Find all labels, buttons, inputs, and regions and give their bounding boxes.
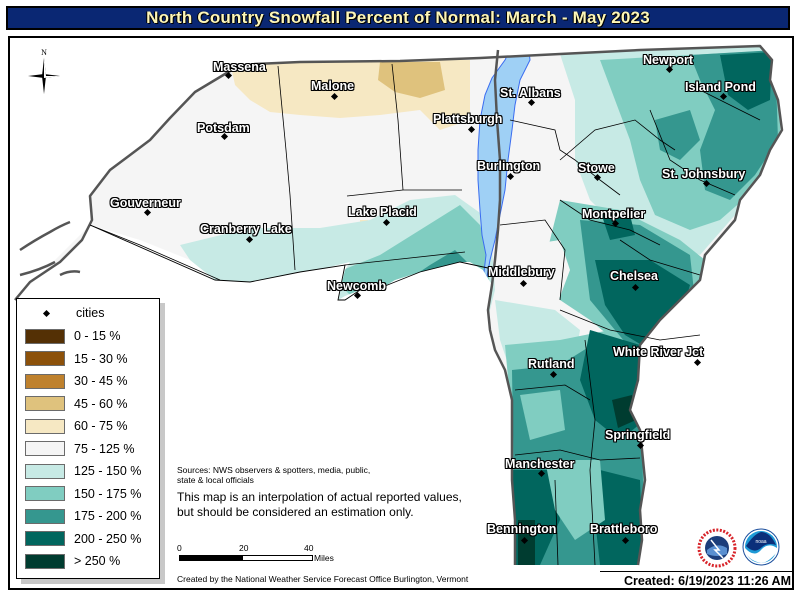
legend-swatch [25,351,65,366]
north-arrow-compass-icon: N [28,48,60,94]
legend-item: 150 - 175 % [17,483,141,505]
city-label: White River Jct [613,345,704,359]
legend-swatch [25,553,65,569]
city-label: Island Pond [685,80,756,94]
legend-item-label: 75 - 125 % [74,441,135,456]
svg-text:noaa: noaa [755,539,766,545]
noaa-logo-icon: noaa [742,528,780,566]
legend-item-label: 30 - 45 % [74,374,128,388]
title-bar: North Country Snowfall Percent of Normal… [6,6,790,30]
sources-note: Sources: NWS observers & spotters, media… [177,465,371,485]
legend-swatch [25,441,65,456]
city-label: Plattsburgh [433,112,503,126]
scale-bar-segment-black [179,555,243,561]
legend-item-label: 60 - 75 % [74,419,128,433]
city-label: Gouverneur [110,196,181,210]
nws-logo-icon [697,528,737,568]
legend-swatch [25,328,65,344]
city-label: Massena [213,60,266,74]
city-label: Chelsea [610,269,658,283]
legend-swatch [25,531,65,546]
city-label: Bennington [487,522,557,536]
scale-tick-40: 40 [304,543,314,553]
legend-item: 200 - 250 % [17,528,141,550]
created-divider [600,571,794,572]
legend-cities-row: cities [17,302,104,324]
scale-bar-segment-white [242,555,313,561]
legend-item-label: 175 - 200 % [74,509,142,523]
city-dot-icon [42,309,51,317]
scale-tick-0: 0 [177,543,182,553]
legend-item: 45 - 60 % [17,393,128,415]
legend-item: 75 - 125 % [17,438,134,460]
city-label: Lake Placid [348,205,417,219]
legend-item: 0 - 15 % [17,325,121,347]
legend-cities-label: cities [76,306,105,320]
legend: cities 0 - 15 % 15 - 30 % 30 - 45 % 45 - 60… [16,298,160,579]
credit-line: Created by the National Weather Service … [177,574,469,584]
created-timestamp: Created: 6/19/2023 11:26 AM [624,574,791,588]
legend-item-label: 15 - 30 % [74,351,128,366]
city-label: Potsdam [197,121,250,135]
legend-item: 30 - 45 % [17,370,128,392]
legend-item: 60 - 75 % [17,415,128,437]
legend-item: 15 - 30 % [17,348,128,370]
legend-item-label: 0 - 15 % [74,329,121,343]
legend-swatch [25,418,65,434]
legend-item-label: > 250 % [74,554,121,568]
legend-swatch [25,396,65,411]
scale-tick-20: 20 [239,543,249,553]
city-label: Rutland [528,357,575,371]
legend-item-label: 200 - 250 % [74,531,142,546]
map-title: North Country Snowfall Percent of Normal… [146,8,650,27]
scale-bar: 0 20 40 Miles [177,543,334,565]
city-label: Newport [643,53,693,67]
legend-item-label: 150 - 175 % [74,486,142,501]
scale-unit: Miles [314,553,334,563]
compass-north-label: N [41,48,47,57]
legend-item: 125 - 150 % [17,460,141,482]
legend-item: 175 - 200 % [17,505,141,527]
legend-item: > 250 % [17,550,120,572]
disclaimer-note: This map is an interpolation of actual r… [177,490,462,519]
city-label: Stowe [578,161,615,175]
city-label: Montpelier [582,207,646,221]
legend-item-label: 125 - 150 % [74,464,142,478]
city-label: St. Johnsbury [662,167,746,181]
city-label: Springfield [605,428,671,442]
city-label: Newcomb [327,279,387,293]
legend-item-label: 45 - 60 % [74,396,128,411]
legend-swatch [25,486,65,501]
city-label: Brattleboro [590,522,658,536]
legend-swatch [25,463,65,479]
city-label: Cranberry Lake [200,222,292,236]
city-label: Malone [311,79,355,93]
legend-swatch [25,508,65,524]
city-label: Burlington [477,159,541,173]
city-label: St. Albans [500,86,561,100]
legend-swatch [25,373,65,389]
city-label: Manchester [505,457,575,471]
city-label: Middlebury [488,265,555,279]
